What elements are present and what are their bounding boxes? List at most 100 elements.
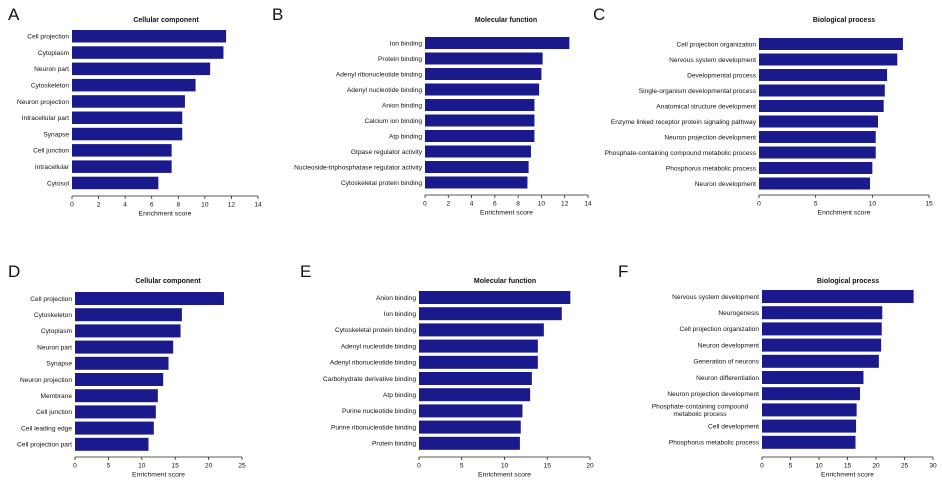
category-label: Purine ribonucleotide binding — [331, 424, 416, 431]
bar — [419, 388, 531, 402]
x-axis-title: Enrichment score — [480, 210, 533, 217]
x-tick-label: 20 — [586, 463, 594, 470]
panel-b: B Molecular function Ion binding Protein bi… — [272, 5, 592, 217]
category-label: Ion binding — [384, 311, 417, 318]
x-tick-label: 10 — [201, 202, 209, 209]
category-label: Adenyl nucleotide binding — [341, 343, 416, 350]
category-label: Anion binding — [376, 295, 416, 302]
bar — [762, 403, 857, 417]
category-label: Cytoskeleton — [34, 312, 72, 319]
x-tick-label: 15 — [172, 463, 180, 470]
bar — [762, 387, 861, 401]
bar — [75, 356, 169, 370]
panel-letter: C — [593, 5, 605, 24]
bar — [762, 338, 882, 352]
x-tick-label: 8 — [516, 201, 520, 208]
bar — [72, 144, 172, 157]
bar — [759, 115, 878, 128]
bar — [72, 46, 224, 59]
bar — [75, 437, 149, 451]
bar — [419, 339, 538, 353]
category-label: Phosphorus metabolic process — [669, 440, 760, 447]
x-tick-label: 10 — [501, 463, 509, 470]
x-tick-label: 2 — [446, 201, 450, 208]
category-label: Gtpase regulator activity — [351, 149, 423, 156]
category-label: Neuron part — [37, 344, 72, 351]
category-label: Phosphate-containing compound metabolic p… — [652, 404, 749, 418]
bar — [762, 354, 879, 368]
x-tick-label: 10 — [815, 463, 823, 470]
x-tick-label: 0 — [417, 463, 421, 470]
bar — [419, 404, 523, 418]
x-tick-label: 20 — [872, 463, 880, 470]
x-tick-label: 12 — [228, 202, 236, 209]
x-axis-title: Enrichment score — [478, 472, 531, 479]
x-tick-label: 2 — [97, 202, 101, 209]
chart-title: Cellular component — [133, 17, 199, 24]
panel-a: A Cellular component Cell projection Cytopl… — [8, 5, 262, 218]
category-label: Intracellular — [35, 164, 70, 171]
bar — [762, 371, 864, 384]
category-label: Cell projection organization — [676, 41, 756, 48]
category-label: Cytoskeletal protein binding — [335, 327, 416, 334]
panel-letter: B — [272, 5, 283, 24]
bar — [759, 177, 871, 190]
bar — [75, 405, 156, 419]
bar — [759, 162, 873, 174]
category-label: Cell junction — [33, 148, 69, 155]
x-tick-label: 20 — [205, 463, 213, 470]
bar — [419, 291, 571, 304]
category-label: Neuron differentiation — [696, 375, 759, 382]
category-label: Neuron development — [695, 181, 756, 188]
panel-d: D Cellular component Cell projection Cytosk… — [8, 262, 246, 479]
category-label: Single-organism developmental process — [639, 88, 757, 95]
chart-title: Biological process — [817, 278, 879, 285]
x-tick-label: 14 — [584, 201, 592, 208]
category-label: Cell development — [708, 423, 759, 430]
bar — [759, 53, 898, 66]
category-label: Neuron development — [698, 342, 759, 349]
category-label: Cytoplasm — [38, 50, 70, 57]
category-label: Ion binding — [390, 40, 423, 47]
category-label: Cytoskeleton — [31, 82, 69, 89]
x-tick-label: 6 — [493, 201, 497, 208]
x-axis-title: Enrichment score — [139, 211, 192, 218]
category-label: Atp binding — [389, 133, 422, 140]
x-tick-label: 0 — [760, 463, 764, 470]
bar — [72, 62, 211, 76]
bar — [72, 30, 227, 43]
bar — [419, 436, 520, 450]
category-label: Neuron projection development — [667, 391, 759, 398]
category-label: Neurogenesis — [718, 310, 759, 317]
x-tick-label: 0 — [757, 201, 761, 208]
bar — [419, 355, 538, 369]
category-label: Atp binding — [383, 392, 416, 399]
bar — [72, 176, 159, 190]
x-tick-label: 0 — [70, 202, 74, 209]
x-tick-label: 10 — [138, 463, 146, 470]
x-tick-label: 10 — [869, 201, 877, 208]
category-label: Adenyl ribonucleotide binding — [330, 360, 416, 367]
category-label: Cell projection — [30, 296, 72, 303]
bar — [72, 95, 185, 108]
x-tick-label: 25 — [901, 463, 909, 470]
bar — [759, 84, 885, 97]
panel-letter: A — [8, 5, 20, 24]
x-tick-label: 0 — [423, 201, 427, 208]
category-label: Purine nucleotide binding — [342, 408, 416, 415]
category-label: Calcium ion binding — [364, 118, 422, 125]
category-label: Membrane — [40, 393, 72, 400]
chart-title: Cellular component — [135, 278, 201, 285]
category-label: Phosphorus metabolic process — [666, 165, 757, 172]
panel-letter: E — [300, 262, 311, 281]
category-label: Protein binding — [372, 441, 416, 448]
category-label: Adenyl ribonucleotide binding — [336, 71, 422, 78]
bar — [419, 372, 532, 385]
bar — [759, 69, 888, 81]
category-label: Synapse — [43, 131, 69, 138]
bar — [759, 100, 884, 112]
bar — [419, 307, 562, 321]
x-tick-label: 5 — [107, 463, 111, 470]
panel-c: C Biological process Cell projection organ… — [593, 5, 933, 217]
x-tick-label: 30 — [929, 463, 937, 470]
